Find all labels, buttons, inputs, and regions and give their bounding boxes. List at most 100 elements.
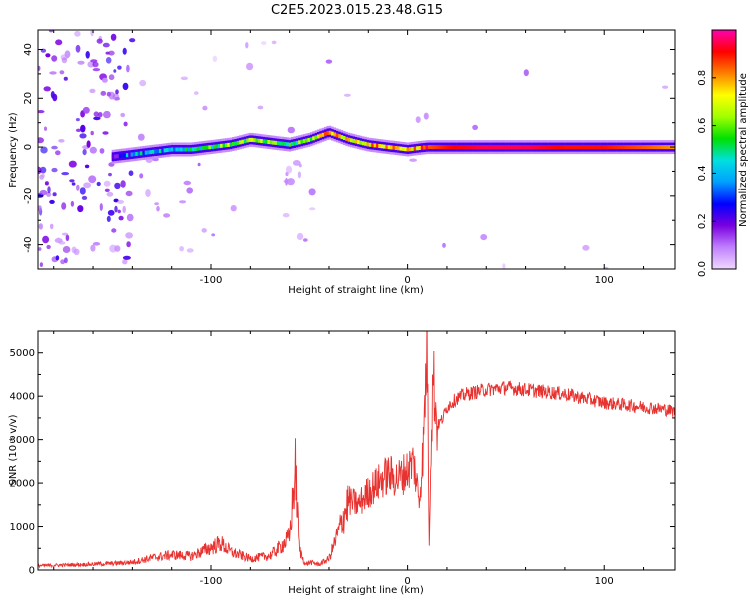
spectrogram-ridge-core xyxy=(222,143,226,148)
spectrogram-noise-blob xyxy=(79,133,87,139)
spectrogram-ridge-core xyxy=(562,145,565,150)
spectrogram-ridge-core xyxy=(416,146,419,151)
spectrogram-ridge-core xyxy=(659,145,662,150)
spectrogram-noise-blob xyxy=(61,232,69,236)
spectrogram-ridge-core xyxy=(588,145,591,150)
spectrogram-ridge-core xyxy=(446,145,450,150)
spectrogram-ridge-core xyxy=(180,147,183,152)
spectrogram-noise-blob xyxy=(97,112,103,118)
y-tick-label: 4000 xyxy=(10,392,35,403)
spectrogram-ridge-core xyxy=(380,144,384,149)
y-tick-label: -20 xyxy=(23,188,34,204)
spectrogram-ridge-core xyxy=(597,145,601,150)
spectrogram-noise-blob xyxy=(154,202,159,206)
spectrogram-ridge-core xyxy=(505,145,509,150)
spectrogram-ridge-core xyxy=(326,131,329,135)
spectrogram-noise-blob xyxy=(128,170,134,176)
spectrogram-ridge-core xyxy=(557,145,561,150)
spectrogram-ridge-core xyxy=(187,147,190,152)
spectrogram-noise-blob xyxy=(68,160,77,168)
spectrogram-ridge-core xyxy=(668,145,672,150)
colorbar-tick-label: 0.0 xyxy=(697,261,708,277)
spectrogram-ridge-core xyxy=(560,145,563,150)
spectrogram-ridge-core xyxy=(399,146,403,151)
spectrogram-noise-blob xyxy=(49,71,57,75)
spectrogram-ridge-core xyxy=(147,150,150,155)
spectrogram-ridge-core xyxy=(111,154,115,159)
spectrogram-ridge-core xyxy=(477,145,480,150)
spectrogram-noise-blob xyxy=(117,199,124,204)
spectrogram-ridge-core xyxy=(258,138,261,143)
spectrogram-noise-blob xyxy=(39,174,45,180)
spectrogram-ridge-core xyxy=(364,141,367,146)
spectrogram-ridge-core xyxy=(475,145,478,150)
spectrogram-ridge-core xyxy=(630,145,634,150)
spectrogram-noise-blob xyxy=(126,213,134,222)
spectrogram-noise-blob xyxy=(139,173,144,179)
spectrogram-ridge-core xyxy=(607,145,610,150)
spectrogram-ridge-core xyxy=(156,149,160,154)
spectrogram-ridge-core xyxy=(663,145,667,150)
y-tick-label: 1000 xyxy=(10,522,35,533)
spectrogram-ridge-core xyxy=(265,139,268,144)
spectrogram-ridge-core xyxy=(576,145,580,150)
x-tick-label: -100 xyxy=(200,275,223,286)
spectrogram-noise-blob xyxy=(179,246,185,252)
spectrogram-noise-blob xyxy=(115,89,119,95)
spectrogram-ridge-core xyxy=(432,145,436,150)
spectrogram-noise-blob xyxy=(46,191,52,197)
spectrogram-noise-blob xyxy=(117,209,121,214)
spectrogram-ridge-core xyxy=(595,145,598,150)
spectrogram-ridge-core xyxy=(342,136,346,140)
spectrogram-ridge-core xyxy=(340,135,344,140)
spectrogram-ridge-core xyxy=(550,145,554,150)
spectrogram-ridge-core xyxy=(144,150,148,155)
spectrogram-ridge-core xyxy=(434,145,438,150)
spectrogram-noise-blob xyxy=(38,223,43,230)
spectrogram-ridge-core xyxy=(333,132,337,137)
spectrogram-ridge-core xyxy=(220,143,223,148)
spectrogram-ridge-core xyxy=(543,145,547,150)
spectrogram-ridge-core xyxy=(118,153,122,158)
spectrogram-ridge-core xyxy=(486,145,490,150)
spectrogram-noise-blob xyxy=(77,60,85,65)
spectrogram-noise-blob xyxy=(38,65,41,71)
spectrogram-ridge-core xyxy=(317,134,320,139)
spectrogram-noise-blob xyxy=(55,150,61,156)
spectrogram-noise-blob xyxy=(125,232,133,239)
spectrogram-ridge-core xyxy=(302,139,306,144)
spectrogram-ridge-core xyxy=(241,139,245,144)
spectrogram-ridge-core xyxy=(406,147,410,152)
spectrogram-ridge-core xyxy=(276,141,280,146)
spectrogram-ridge-core xyxy=(321,132,325,137)
spectrogram-noise-blob xyxy=(480,234,488,241)
spectrogram-noise-blob xyxy=(271,40,277,45)
spectrogram-ridge-core xyxy=(371,143,374,148)
spectrogram-ridge-core xyxy=(300,139,304,144)
x-tick-label: 100 xyxy=(595,275,614,286)
spectrogram-ridge-core xyxy=(293,141,296,146)
spectrogram-noise-blob xyxy=(145,189,151,197)
spectrogram-noise-blob xyxy=(61,57,68,64)
spectrogram-xlabel: Height of straight line (km) xyxy=(288,285,424,296)
spectrogram-noise-blob xyxy=(84,164,90,169)
spectrogram-noise xyxy=(38,30,669,269)
spectrogram-noise-blob xyxy=(122,259,128,265)
spectrogram-ridge-core xyxy=(590,145,594,150)
spectrogram-noise-blob xyxy=(108,74,115,81)
spectrogram-noise-blob xyxy=(82,106,90,114)
spectrogram-ridge-core xyxy=(250,137,254,142)
spectrogram-ridge-core xyxy=(534,145,537,150)
x-tick-label: 0 xyxy=(404,275,410,286)
spectrogram-ridge-core xyxy=(137,151,141,156)
spectrogram-ridge-core xyxy=(468,145,471,150)
spectrogram-ridge-core xyxy=(283,142,287,146)
spectrogram-ridge-core xyxy=(319,133,322,138)
spectrogram-ridge-core xyxy=(328,130,332,135)
spectrogram-ridge-core xyxy=(463,145,466,150)
spectrogram-ridge-core xyxy=(243,139,247,144)
spectrogram-ridge-core xyxy=(491,145,495,150)
y-tick-label: 0 xyxy=(29,566,35,577)
spectrogram-noise-blob xyxy=(90,244,96,252)
spectrogram-ridge-core xyxy=(182,147,186,152)
